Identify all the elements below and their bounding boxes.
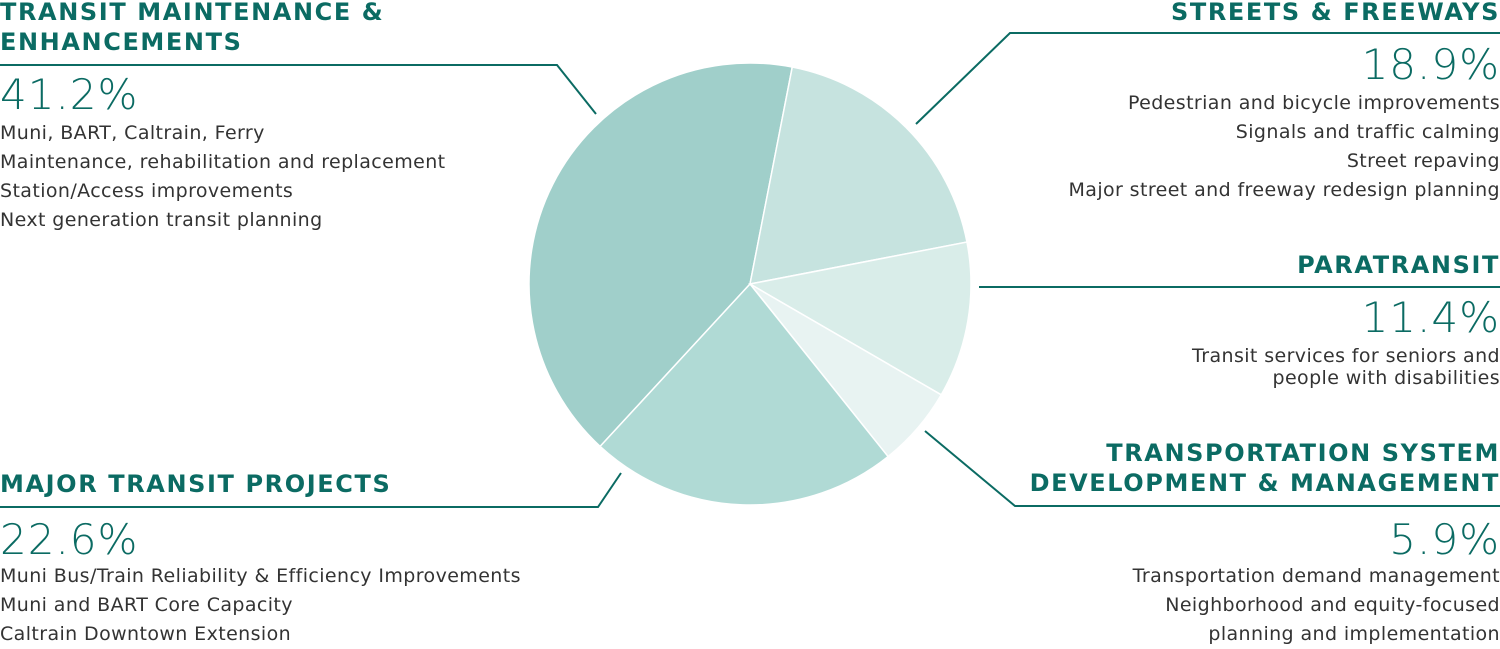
category-label: PARATRANSIT (1297, 251, 1500, 279)
description-line: Muni Bus/Train Reliability & Efficiency … (0, 564, 521, 587)
data-label: 41.2% (0, 70, 139, 119)
description-line: Maintenance, rehabilitation and replacem… (0, 150, 446, 173)
description-line: Caltrain Downtown Extension (0, 622, 292, 645)
description-line: Street repaving (1346, 149, 1500, 172)
annotation: MAJOR TRANSIT PROJECTS 22.6% Muni Bus/Trai… (0, 0, 620, 646)
pie-slice (599, 282, 890, 506)
description-line: Next generation transit planning (0, 208, 323, 231)
leader-line (0, 472, 622, 508)
category-label: STREETS & FREEWAYS (1170, 0, 1500, 26)
description-line: Pedestrian and bicycle improvements (1127, 91, 1500, 114)
leader-line (924, 430, 1500, 507)
annotation: PARATRANSIT 11.4% Transit services for sen… (880, 0, 1500, 646)
description-line: Transportation demand management (1132, 564, 1500, 587)
pie-slice (749, 66, 968, 285)
description: Muni Bus/Train Reliability & Efficiency … (0, 562, 521, 649)
description-line: Signals and traffic calming (1235, 120, 1500, 143)
leader-line (0, 64, 597, 115)
data-label: 18.9% (1361, 40, 1500, 89)
annotation: STREETS & FREEWAYS 18.9% Pedestrian and bi… (880, 0, 1500, 646)
description: Muni, BART, Caltrain, Ferry Maintenance, … (0, 119, 446, 235)
description-line: Station/Access improvements (0, 179, 294, 202)
description-line: Muni and BART Core Capacity (0, 593, 293, 616)
data-label: 22.6% (0, 515, 139, 564)
annotation: TRANSIT MAINTENANCE & ENHANCEMENTS 41.2% M… (0, 0, 620, 646)
leader-line (915, 32, 1500, 125)
description: Transportation demand management Neighbor… (1133, 562, 1500, 649)
description-line: planning and implementation (1208, 622, 1500, 645)
description-line: Transit services for seniors and (1192, 345, 1500, 367)
category-label: MAJOR TRANSIT PROJECTS (0, 470, 392, 498)
leader-lines (0, 32, 1500, 508)
description-line: people with disabilities (1272, 367, 1500, 389)
description-line: Major street and freeway redesign planni… (1068, 178, 1500, 201)
category-label: TRANSPORTATION SYSTEM DEVELOPMENT & MANA… (1029, 439, 1500, 497)
pie-slice (747, 241, 972, 396)
pie-slice (528, 62, 794, 448)
data-label: 11.4% (1361, 293, 1500, 342)
annotation: TRANSPORTATION SYSTEM DEVELOPMENT & MANA… (880, 0, 1500, 646)
description-line: Neighborhood and equity-focused (1165, 593, 1500, 616)
category-label: TRANSIT MAINTENANCE & ENHANCEMENTS (0, 0, 385, 56)
data-label: 5.9% (1389, 515, 1500, 564)
description-line: Muni, BART, Caltrain, Ferry (0, 121, 265, 144)
description: Pedestrian and bicycle improvements Signa… (1068, 89, 1500, 205)
description: Transit services for seniors and people w… (1192, 345, 1500, 389)
